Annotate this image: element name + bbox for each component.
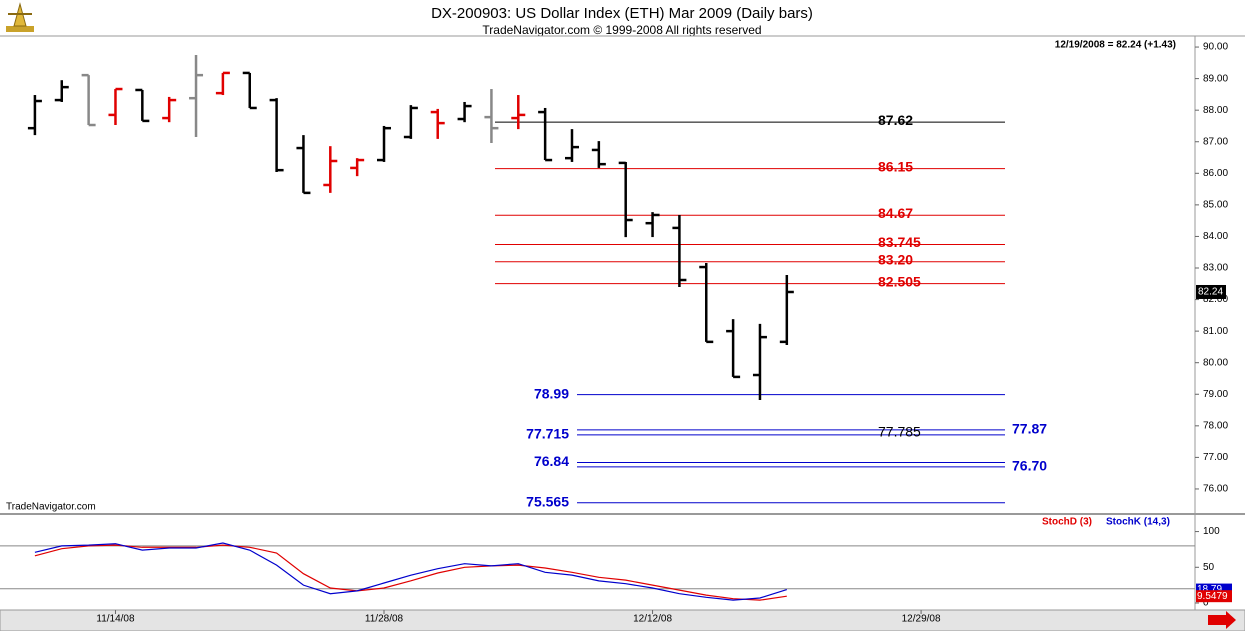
y-tick-label: 86.00 — [1203, 168, 1228, 179]
x-tick-label: 11/28/08 — [365, 614, 404, 625]
source: TradeNavigator.com — [6, 502, 96, 513]
x-tick-label: 12/29/08 — [902, 614, 941, 625]
y-tick-label: 79.00 — [1203, 389, 1228, 400]
y-tick-label: 80.00 — [1203, 357, 1228, 368]
last-info: 12/19/2008 = 82.24 (+1.43) — [1055, 40, 1176, 51]
level-label: 87.62 — [878, 112, 913, 128]
last-price-box — [1196, 284, 1226, 299]
header — [0, 0, 1245, 36]
y-tick-label: 81.00 — [1203, 326, 1228, 337]
last-value-label: 9.5479 — [1197, 591, 1228, 602]
y-tick-label: 89.00 — [1203, 73, 1228, 84]
y-tick-label: 100 — [1203, 526, 1220, 537]
target-label: 77.715 — [526, 426, 569, 442]
y-tick-label: 76.00 — [1203, 484, 1228, 495]
level-label: 84.67 — [878, 205, 913, 221]
y-tick-label: 77.00 — [1203, 452, 1228, 463]
y-tick-label: 50 — [1203, 562, 1215, 573]
y-tick-label: 82.00 — [1203, 294, 1228, 305]
y-tick-label: 78.00 — [1203, 420, 1228, 431]
last-price-label: 82.24 — [1198, 287, 1223, 298]
y-tick-label: 85.00 — [1203, 200, 1228, 211]
chart-title: DX-200903: US Dollar Index (ETH) Mar 200… — [431, 5, 813, 22]
stoch-line — [34, 542, 787, 601]
target-label: 75.565 — [526, 493, 569, 509]
logo — [6, 2, 34, 32]
last-value-box — [1196, 590, 1232, 603]
target-label: 76.84 — [534, 453, 569, 469]
y-tick-label: 84.00 — [1203, 231, 1228, 242]
y-tick-label: 0 — [1203, 598, 1209, 609]
target-label: 78.99 — [534, 385, 569, 401]
scroll-arrow[interactable] — [1208, 611, 1236, 629]
y-tick-label: 90.00 — [1203, 42, 1228, 53]
target-label: 77.87 — [1012, 421, 1047, 437]
level-label: 83.20 — [878, 251, 913, 267]
x-tick-label: 11/14/08 — [96, 614, 135, 625]
legend-label: StochD (3) — [1042, 517, 1092, 528]
x-tick-label: 12/12/08 — [633, 614, 672, 625]
y-tick-label: 83.00 — [1203, 263, 1228, 274]
chart-subtitle: TradeNavigator.com © 1999-2008 All right… — [482, 23, 761, 37]
level-label: 83.745 — [878, 234, 921, 250]
y-tick-label: 87.00 — [1203, 136, 1228, 147]
last-value-label: 18.79 — [1197, 584, 1222, 595]
level-label: 82.505 — [878, 273, 921, 289]
target-label: 76.70 — [1012, 458, 1047, 474]
level-label: 86.15 — [878, 158, 913, 174]
stoch-line — [34, 544, 787, 601]
y-tick-label: 88.00 — [1203, 105, 1228, 116]
annotation: 77.785 — [878, 423, 921, 439]
legend-label: StochK (14,3) — [1106, 517, 1170, 528]
date-axis — [0, 609, 1245, 631]
